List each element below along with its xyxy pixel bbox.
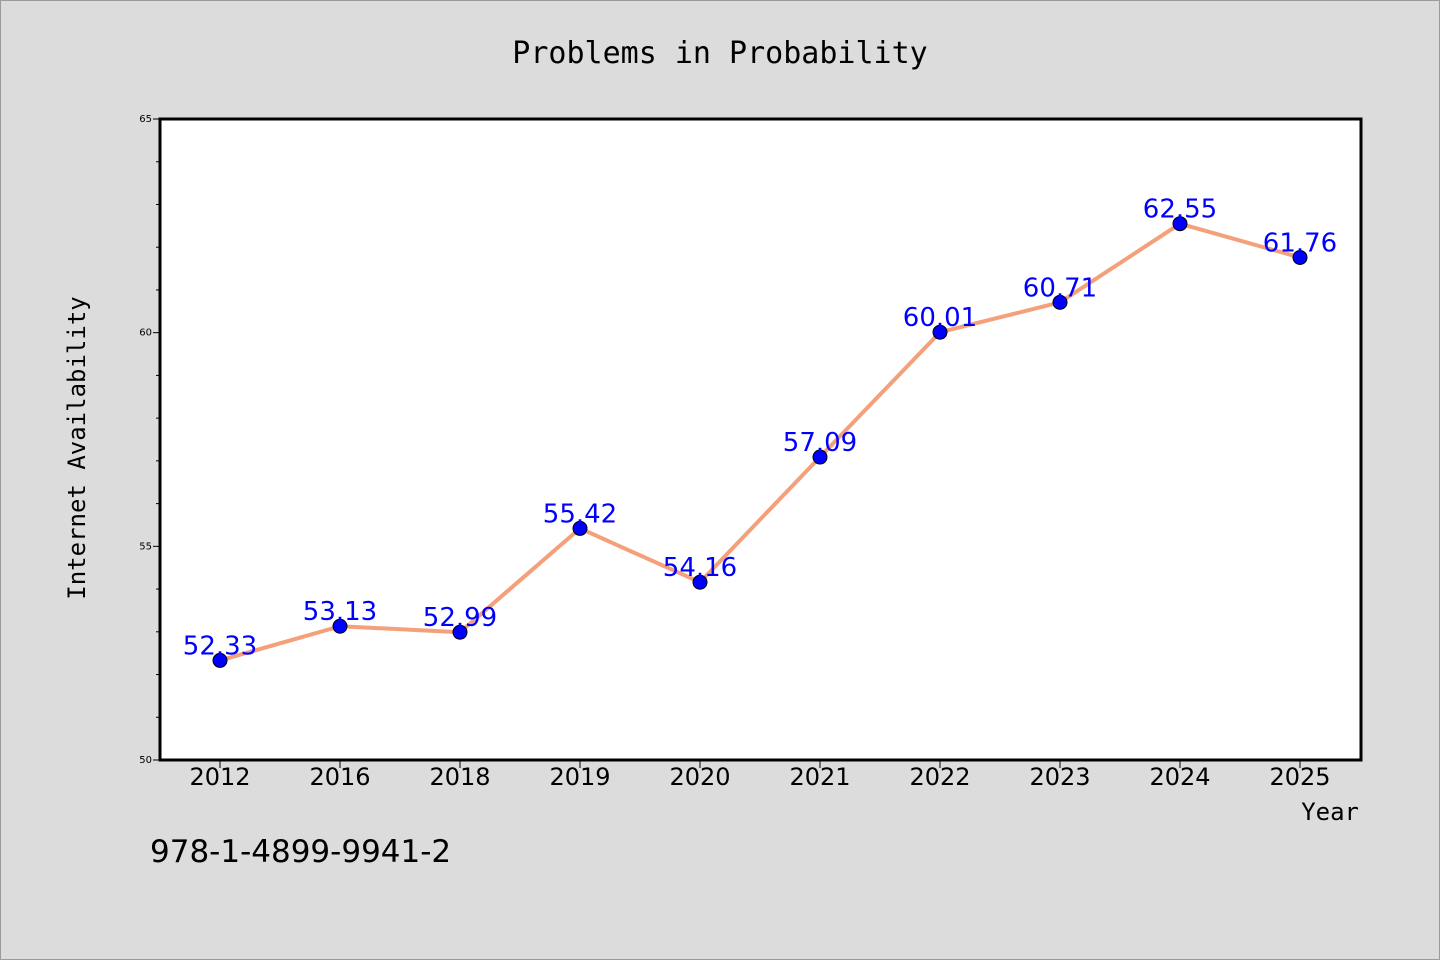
y-tick-label: 65 bbox=[139, 114, 152, 125]
x-axis-title: Year bbox=[1301, 798, 1359, 826]
data-label: 52.33 bbox=[183, 631, 257, 661]
data-label: 53.13 bbox=[303, 597, 377, 627]
x-tick-label: 2016 bbox=[309, 763, 370, 791]
data-label: 55.42 bbox=[543, 499, 617, 529]
x-tick-label: 2019 bbox=[549, 763, 610, 791]
x-axis: 2012 2016 2018 2019 2020 2021 2022 2023 2024 2025 bbox=[189, 760, 1331, 791]
data-label: 60.01 bbox=[903, 303, 977, 333]
y-tick-label: 50 bbox=[139, 755, 152, 766]
data-label: 61.76 bbox=[1263, 228, 1337, 258]
chart-title: Problems in Probability bbox=[512, 36, 927, 71]
data-point bbox=[1052, 294, 1068, 310]
y-axis-title: Internet Availability bbox=[63, 296, 91, 599]
data-point bbox=[1172, 216, 1188, 232]
data-label: 57.09 bbox=[783, 428, 857, 458]
x-tick-label: 2018 bbox=[429, 763, 490, 791]
series-line bbox=[219, 221, 1301, 663]
x-tick-label: 2021 bbox=[789, 763, 850, 791]
data-label: 54.16 bbox=[663, 553, 737, 583]
x-tick-label: 2020 bbox=[669, 763, 730, 791]
data-point bbox=[1292, 249, 1308, 265]
data-point bbox=[212, 652, 228, 668]
data-label: 52.99 bbox=[423, 603, 497, 633]
data-point bbox=[812, 449, 828, 465]
plot-area bbox=[158, 117, 1363, 762]
data-point bbox=[572, 520, 588, 536]
data-point bbox=[692, 574, 708, 590]
y-tick-label: 55 bbox=[139, 541, 152, 552]
data-point bbox=[452, 624, 468, 640]
data-point bbox=[932, 324, 948, 340]
x-tick-label: 2022 bbox=[909, 763, 970, 791]
x-tick-label: 2023 bbox=[1029, 763, 1090, 791]
data-label: 62.55 bbox=[1143, 195, 1217, 225]
x-tick-label: 2024 bbox=[1149, 763, 1210, 791]
y-axis: 50 55 60 65 bbox=[139, 114, 160, 766]
isbn-text: 978-1-4899-9941-2 bbox=[150, 834, 452, 870]
data-label: 60.71 bbox=[1023, 273, 1097, 303]
x-tick-label: 2012 bbox=[189, 763, 250, 791]
x-tick-label: 2025 bbox=[1269, 763, 1330, 791]
data-point bbox=[332, 618, 348, 634]
y-tick-label: 60 bbox=[139, 328, 152, 339]
data-series: 52.33 53.13 52.99 55.42 54.16 57.09 60.01 60.71… bbox=[183, 195, 1337, 668]
